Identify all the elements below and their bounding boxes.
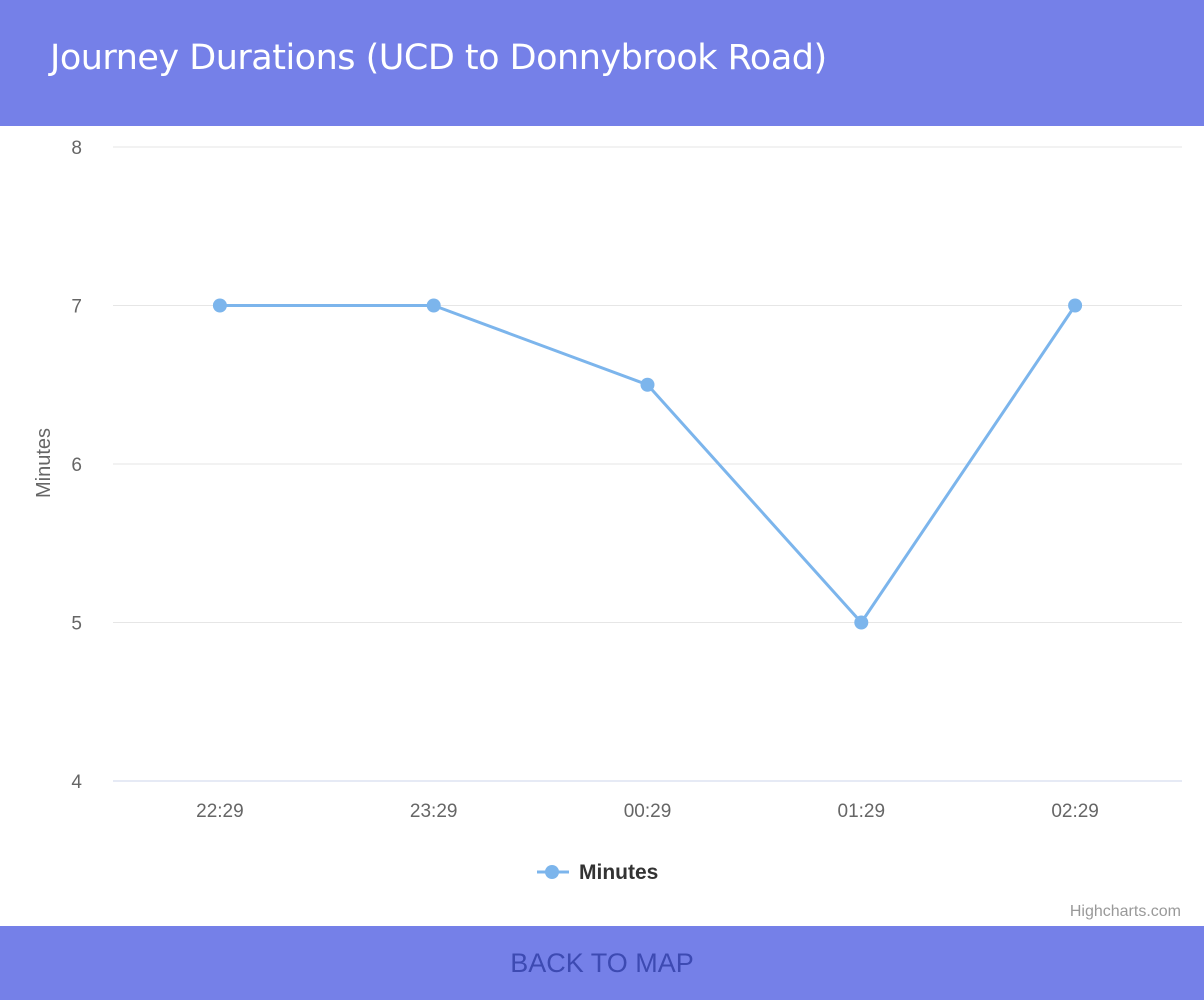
series-minutes[interactable] — [212, 298, 1083, 630]
y-tick-label: 8 — [71, 138, 82, 159]
y-axis-label: Minutes — [33, 428, 55, 498]
y-tick-label: 7 — [71, 297, 82, 318]
y-tick-label: 5 — [71, 614, 82, 635]
credits-link[interactable]: Highcharts.com — [1070, 903, 1181, 920]
legend-dot-marker — [545, 865, 559, 879]
x-tick-label: 01:29 — [838, 801, 886, 822]
modal-footer: BACK TO MAP — [0, 926, 1204, 1000]
back-to-map-button[interactable]: BACK TO MAP — [0, 926, 1204, 1000]
x-axis-ticks: 22:29 23:29 00:29 01:29 02:29 — [196, 801, 1099, 822]
y-axis-ticks: 4 5 6 7 8 — [71, 138, 82, 793]
y-tick-label: 6 — [71, 455, 82, 476]
data-point[interactable] — [640, 377, 655, 392]
modal-title: Journey Durations (UCD to Donnybrook Roa… — [50, 38, 827, 78]
data-point[interactable] — [854, 615, 869, 630]
data-point[interactable] — [426, 298, 441, 313]
data-point[interactable] — [212, 298, 227, 313]
x-tick-label: 22:29 — [196, 801, 244, 822]
y-tick-label: 4 — [71, 772, 82, 793]
legend[interactable]: Minutes — [537, 861, 658, 884]
legend-item-minutes[interactable]: Minutes — [579, 861, 658, 884]
grid-lines — [113, 146, 1182, 782]
data-point[interactable] — [1068, 298, 1083, 313]
x-tick-label: 23:29 — [410, 801, 458, 822]
modal-header: Journey Durations (UCD to Donnybrook Roa… — [0, 0, 1204, 126]
x-tick-label: 00:29 — [624, 801, 672, 822]
x-tick-label: 02:29 — [1051, 801, 1099, 822]
